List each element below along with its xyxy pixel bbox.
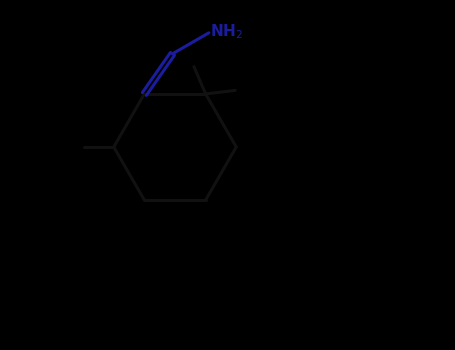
Text: NH$_2$: NH$_2$ xyxy=(210,23,243,41)
